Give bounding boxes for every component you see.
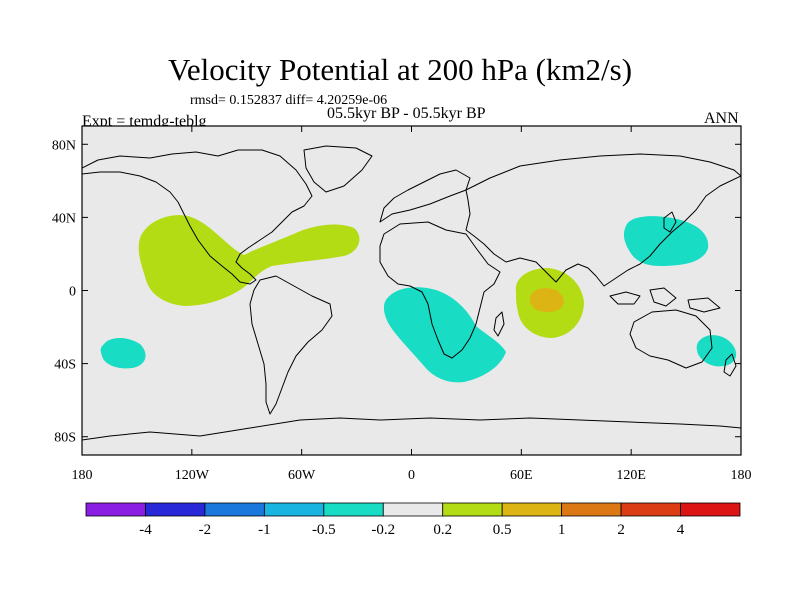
positive-anomaly-america (138, 215, 360, 306)
colorbar-label: -4 (139, 522, 152, 538)
colorbar-swatch (442, 502, 503, 517)
lat-tick-label: 40S (54, 358, 76, 373)
colorbar: -4 -2 -1 -0.5 -0.2 0.2 0.5 1 2 4 (85, 502, 741, 538)
strong-anomaly-indian-ocean (530, 288, 564, 313)
negative-anomaly-africa (383, 287, 506, 383)
colorbar-swatch (620, 502, 681, 517)
lat-tick-label: 40N (52, 211, 76, 226)
colorbar-label: -2 (199, 522, 212, 538)
colorbar-label: 2 (617, 522, 625, 538)
colorbar-swatch (263, 502, 325, 517)
colorbar-swatch (561, 502, 622, 517)
colorbar-label: -1 (258, 522, 271, 538)
colorbar-swatch (680, 502, 741, 517)
lat-tick-label: 80N (52, 138, 76, 153)
colorbar-label: -0.2 (371, 522, 395, 538)
latitude-axis: 80N 40N 0 40S 80S (52, 138, 741, 446)
lon-tick-label: 180 (72, 468, 93, 483)
subtitle: 05.5kyr BP - 05.5kyr BP (327, 105, 486, 122)
colorbar-label: 0.2 (433, 522, 452, 538)
lon-tick-label: 180 (731, 468, 752, 483)
lon-tick-label: 120W (175, 468, 210, 483)
colorbar-swatch (382, 502, 444, 517)
lat-tick-label: 80S (54, 431, 76, 446)
season-label: ANN (704, 110, 739, 127)
colorbar-label: -0.5 (312, 522, 336, 538)
colorbar-swatch (204, 502, 265, 517)
colorbar-swatch (85, 502, 146, 517)
coastlines (82, 145, 741, 441)
lon-tick-label: 0 (408, 468, 415, 483)
negative-anomaly-south-pacific (100, 338, 146, 369)
colorbar-swatch (145, 502, 206, 517)
colorbar-label: 1 (558, 522, 566, 538)
negative-anomaly-sw-pacific (696, 335, 737, 367)
colorbar-swatch (501, 502, 563, 517)
lon-tick-label: 60W (288, 468, 316, 483)
colorbar-label: 4 (677, 522, 685, 538)
colorbar-swatch (323, 502, 384, 517)
lon-tick-label: 120E (616, 468, 646, 483)
negative-anomaly-east-asia (623, 216, 709, 266)
contour-layer (82, 145, 741, 441)
map-title: Velocity Potential at 200 hPa (km2/s) (167, 52, 633, 87)
longitude-axis: 180 120W 60W 0 60E 120E 180 (72, 126, 752, 483)
lon-tick-label: 60E (510, 468, 533, 483)
colorbar-label: 0.5 (493, 522, 512, 538)
lat-tick-label: 0 (69, 285, 76, 300)
stats-line: rmsd= 0.152837 diff= 4.20259e-06 (190, 93, 388, 108)
